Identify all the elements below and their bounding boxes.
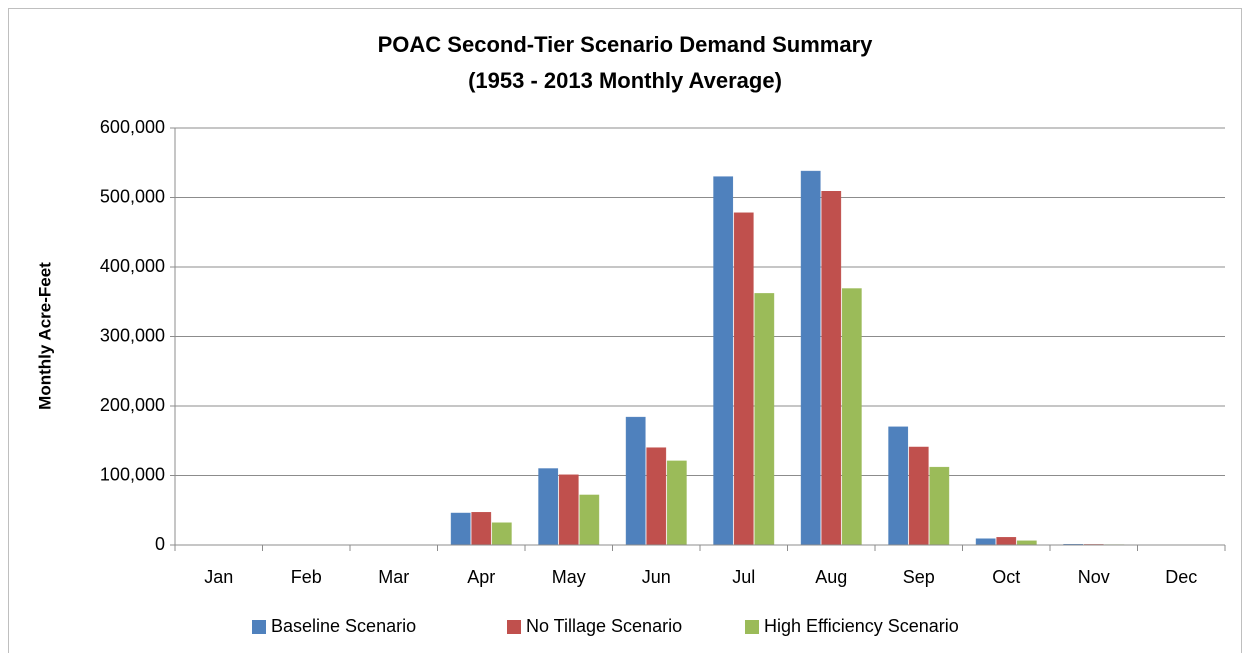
bar <box>491 522 512 546</box>
bar <box>908 446 929 546</box>
x-tick-label: Nov <box>1078 567 1110 587</box>
bar <box>975 538 996 546</box>
bar <box>754 293 775 546</box>
bar <box>1016 540 1037 546</box>
x-tick-label: Feb <box>291 567 322 587</box>
y-tick-label: 0 <box>155 534 165 554</box>
bar <box>471 512 492 546</box>
legend-swatch <box>252 620 266 634</box>
x-tick-label: Jul <box>732 567 755 587</box>
x-tick-label: Mar <box>378 567 409 587</box>
x-tick-label: Apr <box>467 567 495 587</box>
x-tick-label: Aug <box>815 567 847 587</box>
chart-border <box>8 8 1242 653</box>
bar <box>450 512 471 546</box>
bar <box>538 468 559 546</box>
bar <box>733 212 754 546</box>
x-tick-label: Sep <box>903 567 935 587</box>
bar <box>841 288 862 546</box>
legend-swatch <box>745 620 759 634</box>
legend-label: No Tillage Scenario <box>526 616 682 636</box>
x-tick-label: Jun <box>642 567 671 587</box>
legend-label: Baseline Scenario <box>271 616 416 636</box>
bar <box>821 190 842 546</box>
bar <box>888 426 909 546</box>
bar <box>666 460 687 546</box>
chart-title: POAC Second-Tier Scenario Demand Summary <box>378 32 874 57</box>
bar <box>579 494 600 546</box>
bar <box>646 447 667 546</box>
x-tick-label: May <box>552 567 586 587</box>
x-tick-label: Dec <box>1165 567 1197 587</box>
legend-swatch <box>507 620 521 634</box>
x-tick-label: Oct <box>992 567 1020 587</box>
bar <box>800 170 821 546</box>
bar <box>558 474 579 546</box>
bar <box>625 416 646 546</box>
y-tick-label: 600,000 <box>100 117 165 137</box>
y-tick-label: 400,000 <box>100 256 165 276</box>
x-tick-label: Jan <box>204 567 233 587</box>
y-tick-label: 300,000 <box>100 325 165 345</box>
y-tick-label: 200,000 <box>100 395 165 415</box>
legend-label: High Efficiency Scenario <box>764 616 959 636</box>
bar <box>713 176 734 546</box>
y-axis-label: Monthly Acre-Feet <box>35 262 54 410</box>
bar <box>929 466 950 546</box>
y-tick-label: 100,000 <box>100 464 165 484</box>
y-tick-label: 500,000 <box>100 186 165 206</box>
chart-subtitle: (1953 - 2013 Monthly Average) <box>468 68 782 93</box>
bar <box>996 537 1017 546</box>
